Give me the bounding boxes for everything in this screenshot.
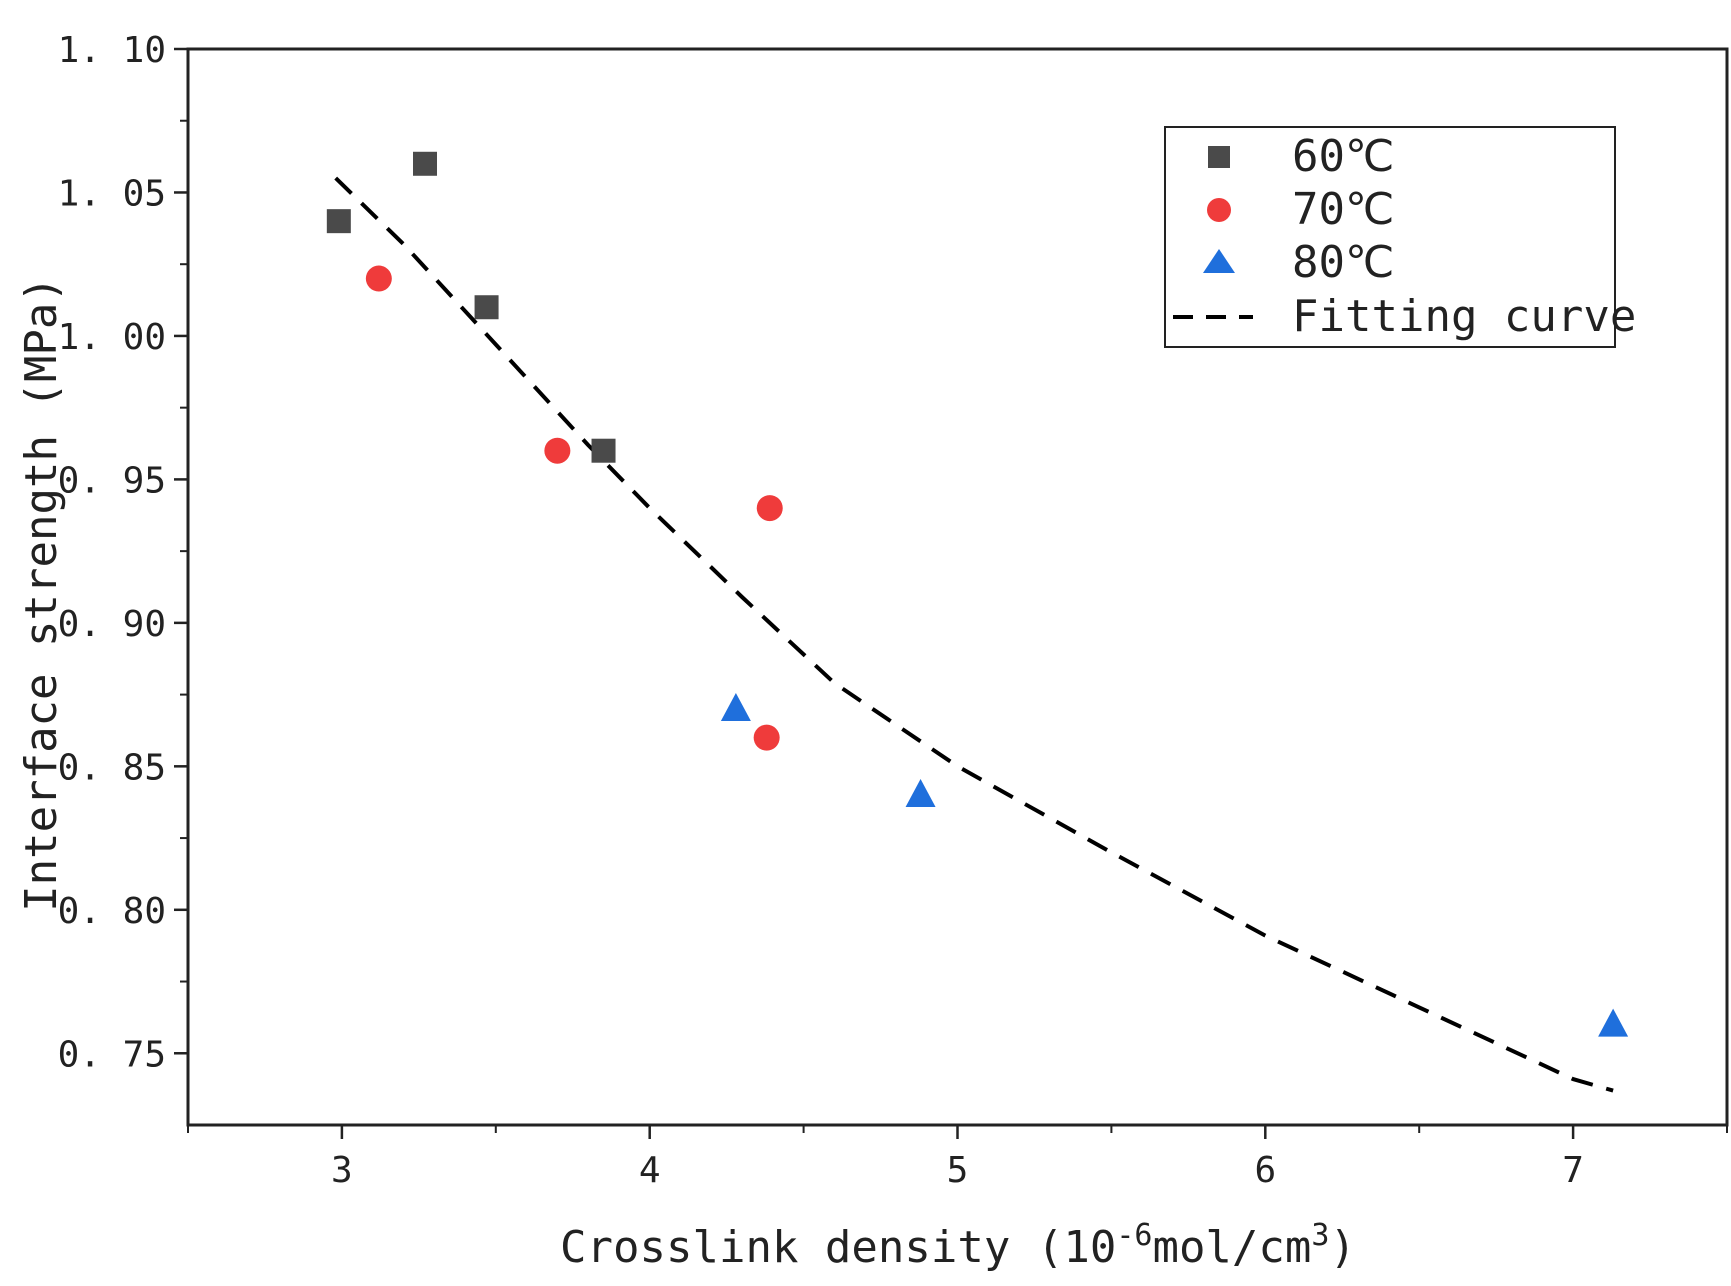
data-point-60c <box>413 151 438 176</box>
x-tick-label: 4 <box>639 1150 661 1191</box>
x-tick-label: 5 <box>947 1150 969 1191</box>
data-point-80c <box>905 779 936 808</box>
legend-label-70c: 70℃ <box>1292 184 1394 235</box>
legend: 60℃ 70℃ 80℃ Fitting curve <box>1164 126 1636 348</box>
data-point-60c <box>474 295 499 320</box>
x-axis-title: Crosslink density (10-6mol/cm3) <box>560 1218 1356 1274</box>
fitting-curve-line <box>334 176 1614 1093</box>
y-tick-labels: 0. 75 0. 80 0. 85 0. 90 0. 95 1. 00 1. 05 1. 10 <box>58 30 166 1075</box>
data-point-80c <box>1598 1008 1629 1037</box>
x-axis-title-unit-exponent: 3 <box>1311 1218 1329 1253</box>
x-tick-labels: 3 4 5 6 7 <box>331 1150 1584 1191</box>
axis-ticks <box>174 47 1728 1139</box>
x-axis-title-close: ) <box>1329 1222 1356 1273</box>
legend-label-80c: 80℃ <box>1292 237 1394 288</box>
y-axis-title: Interface strength (MPa) <box>16 276 67 912</box>
data-point-60c <box>591 438 616 463</box>
x-tick-label: 3 <box>331 1150 353 1191</box>
data-markers <box>326 151 1629 1037</box>
fitting-curve-layer <box>334 176 1614 1093</box>
x-axis-title-exponent: -6 <box>1116 1218 1152 1253</box>
data-point-70c <box>365 265 392 292</box>
legend-box <box>1164 126 1616 348</box>
y-tick-label: 1. 05 <box>58 173 166 214</box>
legend-label-fitting-curve: Fitting curve <box>1292 291 1636 342</box>
x-tick-label: 7 <box>1562 1150 1584 1191</box>
y-tick-label: 0. 95 <box>58 460 166 501</box>
x-axis-title-unit: mol/cm <box>1152 1222 1311 1273</box>
x-tick-label: 6 <box>1254 1150 1276 1191</box>
legend-marker-70c <box>1207 198 1231 222</box>
y-tick-label: 0. 85 <box>58 747 166 788</box>
x-axis-title-main: Crosslink density (10 <box>560 1222 1116 1273</box>
data-point-80c <box>720 692 751 721</box>
y-tick-label: 1. 10 <box>58 30 166 71</box>
data-point-70c <box>753 724 780 751</box>
data-point-70c <box>544 437 571 464</box>
legend-marker-80c <box>1203 249 1235 273</box>
y-tick-label: 0. 80 <box>58 891 166 932</box>
legend-marker-60c <box>1208 146 1230 168</box>
data-point-60c <box>326 209 351 234</box>
legend-label-60c: 60℃ <box>1292 131 1394 182</box>
y-tick-label: 1. 00 <box>58 317 166 358</box>
y-tick-label: 0. 75 <box>58 1034 166 1075</box>
y-tick-label: 0. 90 <box>58 604 166 645</box>
data-point-70c <box>756 495 783 522</box>
